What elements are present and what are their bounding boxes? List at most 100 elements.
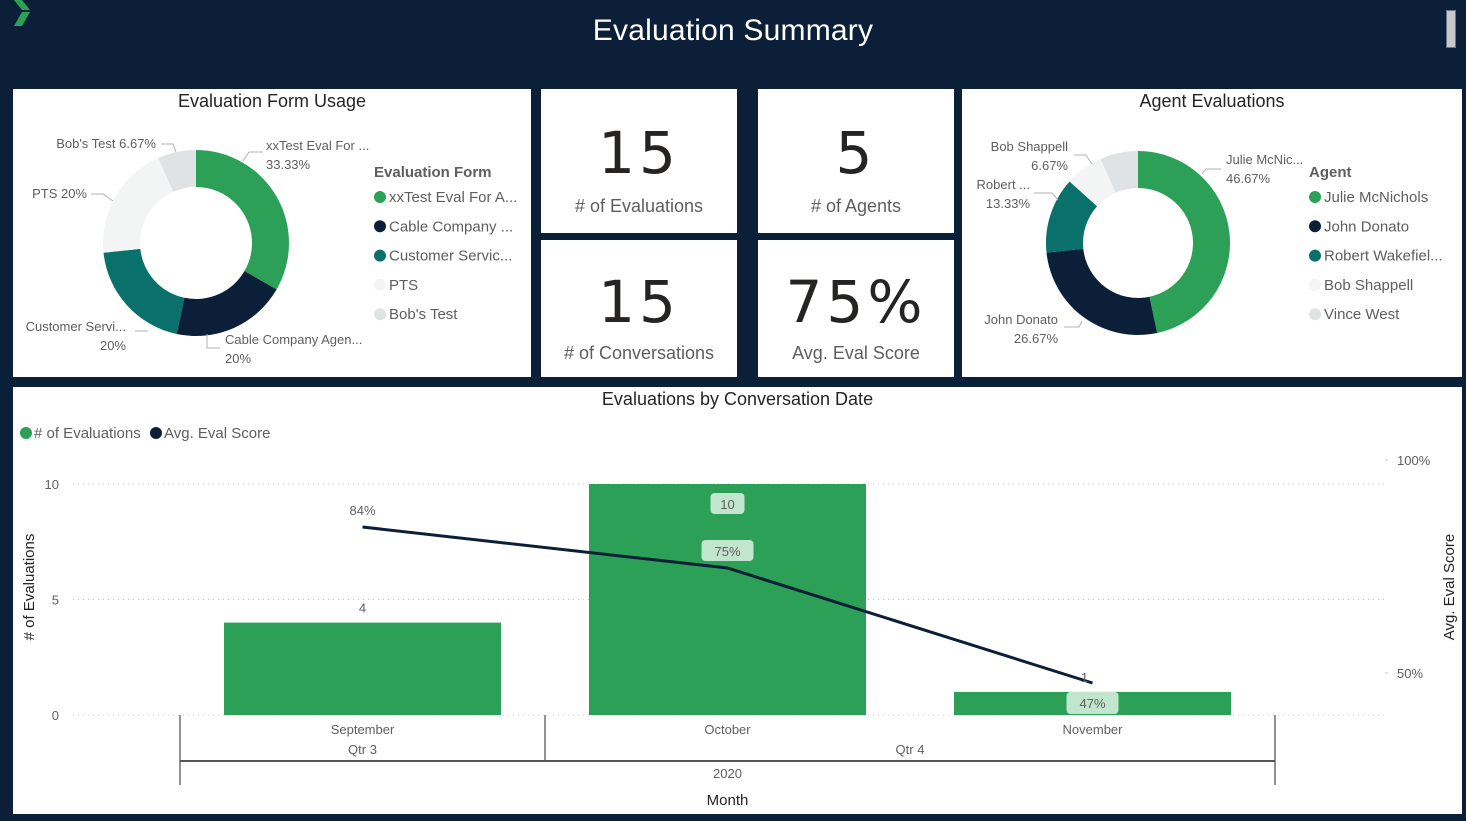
avg-score-line[interactable] — [362, 525, 1093, 685]
data-label: 46.67% — [1226, 171, 1271, 186]
line-data-label: 47% — [1079, 696, 1105, 711]
line-data-label: 75% — [714, 544, 740, 559]
donut-slice[interactable] — [103, 248, 185, 334]
leader-line — [1034, 192, 1059, 201]
data-label: 13.33% — [986, 196, 1031, 211]
y2-tick-label: 50% — [1397, 666, 1423, 681]
bar-data-label-bg — [710, 493, 745, 514]
data-label: 26.67% — [1014, 331, 1059, 346]
legend-marker-icon — [374, 308, 386, 321]
data-label: Bob Shappell — [991, 139, 1068, 154]
donut-slice[interactable] — [196, 150, 289, 290]
legend-item[interactable]: Bob's Test — [389, 306, 458, 323]
legend-item[interactable]: Customer Servic... — [389, 248, 512, 265]
x-axis-title: Month — [707, 792, 749, 809]
vertical-scrollbar[interactable] — [1446, 10, 1456, 48]
evaluations-by-date-chart: # of Evaluations Avg. Eval Score 0 5 10 50% 10… — [20, 425, 1458, 809]
legend-item[interactable]: John Donato — [1324, 218, 1409, 235]
y2-tick-label: 100% — [1397, 453, 1431, 468]
kpi-card-evaluations[interactable]: 15 # of Evaluations — [541, 89, 737, 233]
page-title: Evaluation Summary — [592, 14, 874, 47]
bar[interactable] — [589, 484, 866, 715]
bar[interactable] — [224, 622, 501, 715]
legend-item[interactable]: Avg. Eval Score — [164, 425, 270, 442]
y-tick-label: 10 — [45, 477, 59, 492]
data-label: 6.67% — [1031, 158, 1068, 173]
donut-slice[interactable] — [1046, 248, 1158, 335]
legend-item[interactable]: Cable Company ... — [389, 218, 513, 235]
donut-slice[interactable] — [1138, 151, 1230, 333]
kpi-label: # of Agents — [810, 196, 902, 216]
x-tick-label: November — [1063, 722, 1124, 737]
leader-line — [1064, 320, 1083, 328]
quarter-label: Qtr 3 — [348, 742, 377, 757]
data-label: 33.33% — [266, 157, 311, 172]
legend-item[interactable]: Julie McNichols — [1324, 189, 1428, 206]
bar-data-label: 1 — [1081, 670, 1088, 685]
kpi-label: Avg. Eval Score — [792, 343, 920, 363]
legend-title: Agent — [1309, 164, 1352, 181]
legend-item[interactable]: Vince West — [1324, 306, 1400, 323]
bar-data-label: 4 — [359, 601, 366, 616]
leader-line — [1201, 168, 1221, 175]
kpi-value: 75% — [785, 268, 927, 336]
kpi-card-agents[interactable]: 5 # of Agents — [758, 89, 954, 233]
legend-marker-icon — [374, 249, 386, 262]
line-data-label: 84% — [349, 503, 375, 518]
bar-data-label: 10 — [720, 497, 734, 512]
y-axis-title: # of Evaluations — [21, 534, 38, 641]
form-usage-card: Evaluation Form Usage Evaluation Form xxT… — [13, 89, 531, 377]
legend-item[interactable]: # of Evaluations — [34, 425, 141, 442]
kpi-value: 5 — [835, 119, 877, 187]
form-usage-donut-chart: Evaluation Form xxTest Eval For A... Cable… — [26, 136, 518, 366]
donut-slice[interactable] — [1046, 181, 1098, 253]
y2-axis-title: Avg. Eval Score — [1441, 534, 1458, 640]
leader-line — [1074, 154, 1093, 165]
data-label: John Donato — [984, 312, 1058, 327]
leader-line — [91, 193, 114, 202]
legend-marker-icon — [150, 427, 162, 439]
data-label: PTS 20% — [32, 186, 87, 201]
donut-slice[interactable] — [103, 158, 174, 253]
legend-title: Evaluation Form — [374, 164, 492, 181]
x-tick-label: September — [331, 722, 395, 737]
legend-marker-icon — [1309, 191, 1321, 203]
year-label: 2020 — [713, 766, 742, 781]
agent-evaluations-title: Agent Evaluations — [1139, 91, 1285, 111]
kpi-card-avg-score[interactable]: 75% Avg. Eval Score — [758, 240, 954, 377]
form-usage-title: Evaluation Form Usage — [177, 91, 367, 111]
legend-marker-icon — [20, 427, 32, 439]
donut-slice[interactable] — [176, 270, 277, 336]
donut-slice[interactable] — [1100, 151, 1138, 193]
evaluations-by-date-card: Evaluations by Conversation Date # of Ev… — [13, 387, 1462, 814]
data-label: 20% — [225, 351, 251, 366]
chevron-right-logo-icon — [14, 0, 30, 26]
agent-evaluations-card: Agent Evaluations Agent Julie McNichols Jo… — [962, 89, 1462, 377]
data-label: Customer Servi... — [26, 319, 126, 334]
donut-slice[interactable] — [1069, 158, 1116, 207]
legend-item[interactable]: xxTest Eval For A... — [389, 189, 517, 206]
data-label: xxTest Eval For ... — [266, 138, 369, 153]
leader-line — [161, 143, 177, 153]
kpi-card-conversations[interactable]: 15 # of Conversations — [541, 240, 737, 377]
legend-marker-icon — [1309, 249, 1321, 262]
data-label: Bob's Test 6.67% — [56, 136, 156, 151]
data-label: Julie McNic... — [1226, 152, 1303, 167]
data-label: Robert ... — [977, 177, 1030, 192]
x-tick-label: October — [704, 722, 751, 737]
legend-marker-icon — [374, 278, 386, 291]
agent-evaluations-donut-chart: Agent Julie McNichols John Donato Robert Wa… — [977, 139, 1443, 346]
line-data-label-bg — [701, 540, 754, 561]
quarter-label: Qtr 4 — [896, 742, 925, 757]
kpi-label: # of Conversations — [563, 343, 715, 363]
legend-item[interactable]: Robert Wakefiel... — [1324, 248, 1443, 265]
y-tick-label: 5 — [52, 593, 59, 608]
legend-item[interactable]: PTS — [389, 277, 418, 294]
legend-item[interactable]: Bob Shappell — [1324, 277, 1413, 294]
data-label: 20% — [100, 338, 126, 353]
leader-line — [206, 334, 220, 349]
y-tick-label: 0 — [52, 708, 59, 723]
donut-slice[interactable] — [158, 150, 196, 192]
legend-marker-icon — [374, 191, 386, 203]
kpi-label: # of Evaluations — [574, 196, 704, 216]
